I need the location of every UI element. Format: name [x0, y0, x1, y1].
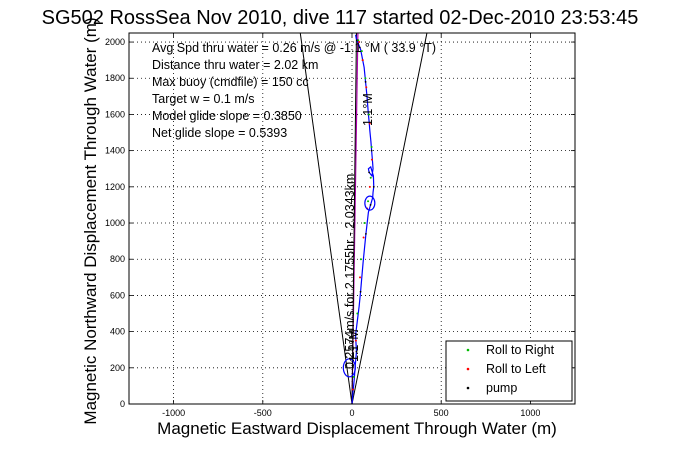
y-tick-label: 400 — [110, 327, 125, 337]
roll-right-point — [370, 146, 373, 149]
roll-left-point — [351, 388, 354, 391]
pump-point — [364, 80, 367, 83]
roll-left-point — [368, 185, 371, 188]
legend-item-roll-right-marker — [466, 348, 470, 352]
pump-point — [370, 149, 373, 152]
info-line: Target w = 0.1 m/s — [152, 92, 254, 106]
y-tick-label: 1600 — [105, 109, 125, 119]
y-tick-label: 1400 — [105, 146, 125, 156]
roll-left-point — [368, 122, 371, 125]
y-axis-label: Magnetic Northward Displacement Through … — [81, 17, 100, 424]
pump-point — [355, 350, 358, 353]
roll-right-point — [360, 50, 363, 53]
info-line: Model glide slope = 0.3850 — [152, 109, 302, 123]
cone-line — [351, 33, 428, 404]
y-tick-label: 1800 — [105, 73, 125, 83]
legend-item-pump-marker — [466, 386, 470, 390]
pump-point — [369, 204, 372, 206]
y-tick-label: 1000 — [105, 218, 125, 228]
roll-right-point — [364, 77, 367, 80]
pump-point — [359, 290, 362, 293]
track-loop-mid — [364, 195, 376, 211]
x-tick-label: -1000 — [162, 408, 185, 418]
roll-left-point — [359, 276, 362, 279]
roll-left-point — [362, 236, 365, 239]
x-tick-label: 1000 — [520, 408, 540, 418]
plot-frame — [128, 32, 576, 405]
legend-item-roll-right-label: Roll to Right — [486, 343, 555, 357]
legend-item-roll-left-label: Roll to Left — [486, 362, 546, 376]
y-tick-label: 1200 — [105, 182, 125, 192]
annotation-heading-top: 1.1°M — [361, 93, 375, 126]
y-tick-label: 0 — [120, 399, 125, 409]
info-text-block: Avg Spd thru water = 0.26 m/s @ -1.1 °M … — [152, 41, 436, 140]
roll-right-point — [359, 258, 362, 261]
x-tick-label: -500 — [254, 408, 272, 418]
info-line: Distance thru water = 2.02 km — [152, 58, 318, 72]
roll-right-point — [356, 312, 359, 315]
annotation-heading-bottom: 1.1°M — [347, 329, 361, 362]
roll-right-point — [352, 375, 355, 378]
legend-item-pump-label: pump — [486, 381, 517, 395]
pump-point — [372, 185, 375, 188]
x-axis-label: Magnetic Eastward Displacement Through W… — [157, 419, 557, 438]
legend-box — [445, 340, 573, 402]
y-tick-label: 2000 — [105, 37, 125, 47]
info-line: Avg Spd thru water = 0.26 m/s @ -1.1 °M … — [152, 41, 436, 55]
pump-point — [358, 46, 361, 49]
roll-left-point — [361, 59, 364, 62]
track-loop-start — [342, 358, 356, 378]
roll-right-point — [367, 113, 370, 116]
cone-line — [299, 33, 353, 404]
chart-title: SG502 RossSea Nov 2010, dive 117 started… — [42, 7, 639, 29]
info-line: Net glide slope = 0.5393 — [152, 126, 287, 140]
roll-right-point — [357, 39, 360, 42]
y-tick-label: 800 — [110, 254, 125, 264]
track-line — [351, 34, 375, 404]
net-vector-line — [351, 33, 357, 404]
pump-point — [368, 171, 371, 174]
annotation-speed-vector: 0.2574m/s for 2.1755hr - 2.0343km — [343, 174, 357, 369]
y-tick-label: 200 — [110, 363, 125, 373]
x-tick-label: 0 — [349, 408, 354, 418]
info-line: Max buoy (cmdfile) = 150 cc — [152, 75, 309, 89]
roll-left-point — [358, 41, 361, 44]
plot-data-layer — [299, 33, 428, 404]
legend-item-roll-left-marker — [466, 367, 470, 371]
roll-right-point — [367, 200, 370, 203]
roll-left-point — [354, 339, 357, 342]
y-tick-label: 600 — [110, 290, 125, 300]
legend: Roll to Right Roll to Left pump — [445, 340, 573, 402]
pump-point — [365, 232, 367, 235]
plot-area: -1000 -500 0 500 1000 0 200 400 600 800 1000 1200 14… — [105, 32, 576, 418]
x-tick-label: 500 — [434, 408, 449, 418]
roll-right-point — [363, 222, 366, 225]
roll-right-point — [369, 176, 372, 179]
roll-left-point — [370, 158, 373, 161]
roll-left-point — [365, 86, 368, 89]
